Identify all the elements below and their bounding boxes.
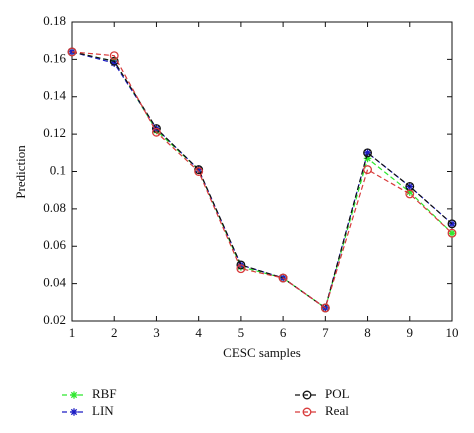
y-tick-label: 0.1 <box>50 162 66 177</box>
legend-label: POL <box>325 386 350 401</box>
marker <box>194 165 203 174</box>
y-tick-label: 0.12 <box>43 125 66 140</box>
marker <box>194 167 204 176</box>
series-line <box>71 51 453 309</box>
marker <box>363 165 373 175</box>
x-tick-label: 6 <box>280 325 287 340</box>
y-tick-label: 0.14 <box>43 88 66 103</box>
marker <box>236 264 246 274</box>
legend-label: RBF <box>92 386 117 401</box>
plot-frame <box>71 21 453 322</box>
y-tick-label: 0.02 <box>43 312 66 327</box>
x-tick-label: 4 <box>195 325 202 340</box>
x-tick-label: 7 <box>322 325 329 340</box>
marker <box>278 273 288 283</box>
marker <box>67 47 77 57</box>
marker <box>447 219 457 229</box>
y-tick-label: 0.08 <box>43 200 66 215</box>
y-tick-label: 0.06 <box>43 237 66 252</box>
legend-marker <box>302 407 312 417</box>
marker <box>151 127 161 137</box>
marker <box>405 189 415 199</box>
x-tick-label: 10 <box>446 325 459 340</box>
y-tick-label: 0.16 <box>43 50 66 65</box>
series-line <box>71 51 453 309</box>
series-line <box>71 51 453 309</box>
x-tick-label: 5 <box>238 325 245 340</box>
marker <box>363 148 373 158</box>
y-axis-label: Prediction <box>13 145 28 199</box>
marker <box>236 260 246 270</box>
marker <box>110 59 119 67</box>
marker <box>448 229 456 237</box>
marker <box>109 56 119 66</box>
x-tick-label: 2 <box>111 325 118 340</box>
marker <box>363 149 372 157</box>
x-axis-label: CESC samples <box>223 345 301 360</box>
marker <box>447 228 457 238</box>
x-tick-label: 1 <box>69 325 76 340</box>
x-tick-label: 3 <box>153 325 160 340</box>
legend-marker <box>302 390 312 400</box>
legend-marker <box>70 408 78 416</box>
legend-label: LIN <box>92 403 114 418</box>
marker <box>109 51 119 61</box>
legend-marker <box>70 391 78 399</box>
marker <box>405 188 414 196</box>
x-tick-label: 9 <box>407 325 414 340</box>
marker <box>363 154 372 163</box>
legend-label: Real <box>325 403 349 418</box>
series-line <box>71 51 453 309</box>
marker <box>320 303 330 313</box>
y-tick-label: 0.04 <box>43 275 66 290</box>
x-tick-label: 8 <box>364 325 371 340</box>
y-tick-label: 0.18 <box>43 13 66 28</box>
